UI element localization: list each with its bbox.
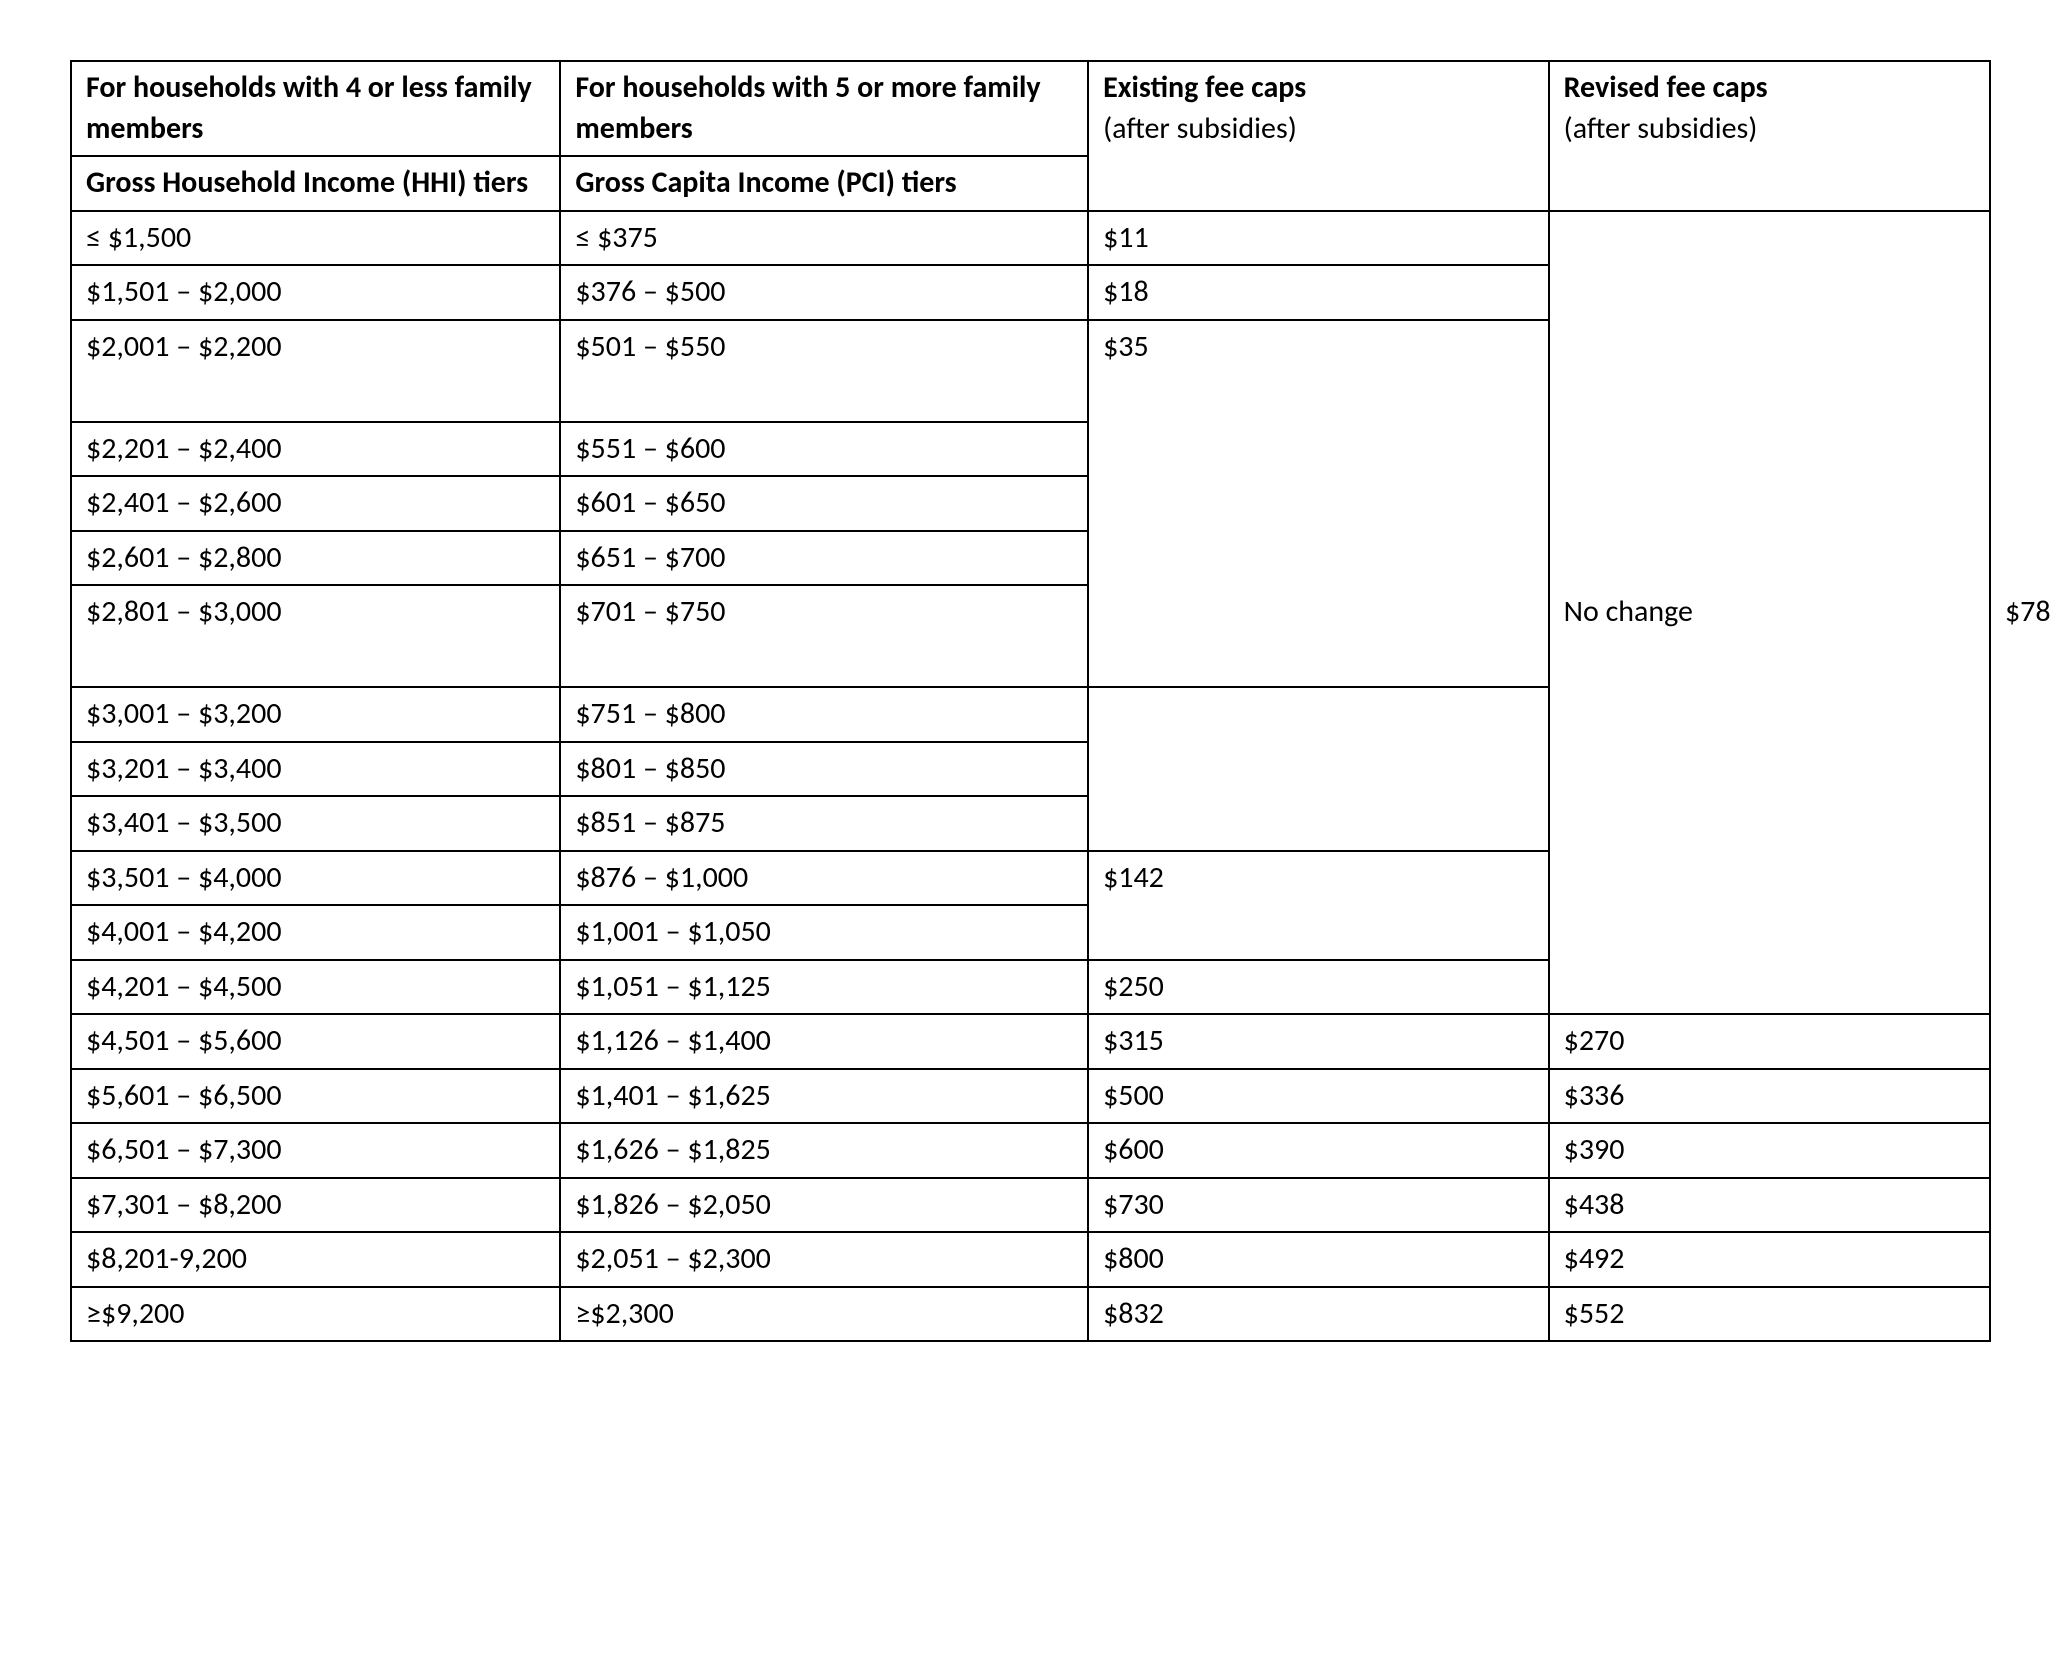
cell-hhi: $8,201-9,200	[71, 1232, 560, 1287]
cell-hhi: $2,201 – $2,400	[71, 422, 560, 477]
cell-revised: $438	[1549, 1178, 1990, 1233]
cell-existing: $600	[1088, 1123, 1549, 1178]
cell-pci: ≤ $375	[560, 211, 1088, 266]
cell-hhi: $3,501 – $4,000	[71, 851, 560, 906]
cell-revised-merged: No change	[1549, 211, 1990, 1015]
cell-pci: $551 – $600	[560, 422, 1088, 477]
cell-hhi: $4,501 – $5,600	[71, 1014, 560, 1069]
cell-revised: $552	[1549, 1287, 1990, 1342]
table-row: $8,201-9,200 $2,051 – $2,300 $800 $492	[71, 1232, 1990, 1287]
cell-revised: $336	[1549, 1069, 1990, 1124]
cell-existing: $11	[1088, 211, 1549, 266]
col-header-pci-group: For households with 5 or more family mem…	[560, 61, 1088, 156]
cell-existing-merged: $142	[1088, 851, 1549, 960]
cell-revised: $390	[1549, 1123, 1990, 1178]
cell-hhi: $3,201 – $3,400	[71, 742, 560, 797]
cell-hhi: $2,601 – $2,800	[71, 531, 560, 586]
cell-pci: ≥$2,300	[560, 1287, 1088, 1342]
cell-pci: $1,126 – $1,400	[560, 1014, 1088, 1069]
col-header-revised-bold: Revised fee caps	[1564, 69, 1768, 106]
cell-hhi: $2,801 – $3,000	[71, 585, 560, 687]
cell-hhi: $7,301 – $8,200	[71, 1178, 560, 1233]
cell-hhi: $4,201 – $4,500	[71, 960, 560, 1015]
cell-pci: $601 – $650	[560, 476, 1088, 531]
cell-hhi: $2,401 – $2,600	[71, 476, 560, 531]
cell-hhi: $6,501 – $7,300	[71, 1123, 560, 1178]
col-header-hhi-group: For households with 4 or less family mem…	[71, 61, 560, 156]
cell-hhi: $5,601 – $6,500	[71, 1069, 560, 1124]
cell-hhi: ≥$9,200	[71, 1287, 560, 1342]
cell-existing: $800	[1088, 1232, 1549, 1287]
cell-existing: $315	[1088, 1014, 1549, 1069]
cell-existing: $832	[1088, 1287, 1549, 1342]
cell-pci: $701 – $750	[560, 585, 1088, 687]
cell-existing-merged: $35	[1088, 320, 1549, 688]
cell-hhi: $2,001 – $2,200	[71, 320, 560, 422]
col-header-existing-bold: Existing fee caps	[1103, 69, 1306, 106]
cell-pci: $1,401 – $1,625	[560, 1069, 1088, 1124]
col-header-revised-note: (after subsidies)	[1564, 110, 1758, 147]
col-header-revised: Revised fee caps (after subsidies)	[1549, 61, 1990, 211]
table-header-row-1: For households with 4 or less family mem…	[71, 61, 1990, 156]
cell-existing: $500	[1088, 1069, 1549, 1124]
table-row: ≥$9,200 ≥$2,300 $832 $552	[71, 1287, 1990, 1342]
cell-pci: $1,001 – $1,050	[560, 905, 1088, 960]
table-row: $5,601 – $6,500 $1,401 – $1,625 $500 $33…	[71, 1069, 1990, 1124]
cell-hhi: $1,501 – $2,000	[71, 265, 560, 320]
table-row: $4,501 – $5,600 $1,126 – $1,400 $315 $27…	[71, 1014, 1990, 1069]
cell-hhi: $4,001 – $4,200	[71, 905, 560, 960]
col-header-hhi-tiers: Gross Household Income (HHI) tiers	[71, 156, 560, 211]
cell-pci: $501 – $550	[560, 320, 1088, 422]
cell-pci: $1,826 – $2,050	[560, 1178, 1088, 1233]
cell-revised: $492	[1549, 1232, 1990, 1287]
cell-pci: $376 – $500	[560, 265, 1088, 320]
col-header-existing-note: (after subsidies)	[1103, 110, 1297, 147]
cell-pci: $1,051 – $1,125	[560, 960, 1088, 1015]
table-row: ≤ $1,500 ≤ $375 $11 No change	[71, 211, 1990, 266]
cell-existing: $250	[1088, 960, 1549, 1015]
cell-revised: $270	[1549, 1014, 1990, 1069]
col-header-existing: Existing fee caps (after subsidies)	[1088, 61, 1549, 211]
table-row: $7,301 – $8,200 $1,826 – $2,050 $730 $43…	[71, 1178, 1990, 1233]
col-header-pci-tiers: Gross Capita Income (PCI) tiers	[560, 156, 1088, 211]
cell-pci: $651 – $700	[560, 531, 1088, 586]
cell-pci: $851 – $875	[560, 796, 1088, 851]
cell-hhi: $3,001 – $3,200	[71, 687, 560, 742]
cell-existing: $18	[1088, 265, 1549, 320]
cell-pci: $751 – $800	[560, 687, 1088, 742]
cell-existing: $730	[1088, 1178, 1549, 1233]
cell-pci: $1,626 – $1,825	[560, 1123, 1088, 1178]
table-row: $6,501 – $7,300 $1,626 – $1,825 $600 $39…	[71, 1123, 1990, 1178]
cell-pci: $876 – $1,000	[560, 851, 1088, 906]
cell-pci: $2,051 – $2,300	[560, 1232, 1088, 1287]
cell-pci: $801 – $850	[560, 742, 1088, 797]
cell-hhi: $3,401 – $3,500	[71, 796, 560, 851]
cell-hhi: ≤ $1,500	[71, 211, 560, 266]
fee-caps-table: For households with 4 or less family mem…	[70, 60, 1991, 1342]
